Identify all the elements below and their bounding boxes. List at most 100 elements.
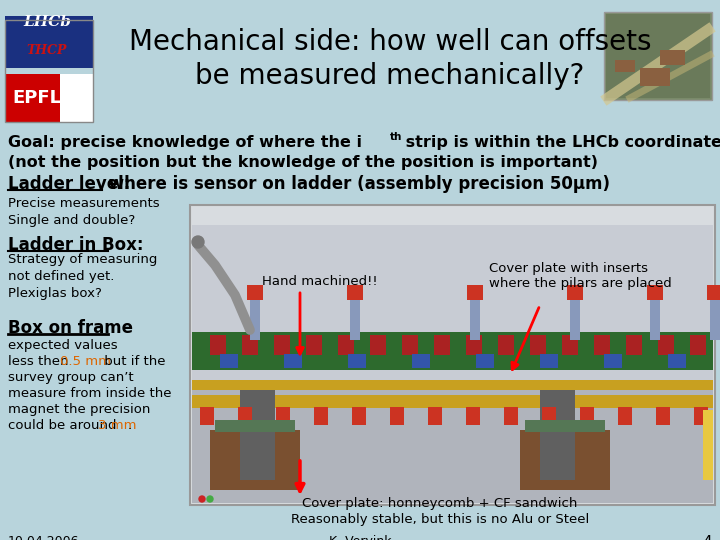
Bar (350, 295, 360, 340)
Text: Cover plate: honneycomb + CF sandwich: Cover plate: honneycomb + CF sandwich (302, 497, 577, 510)
Bar (626, 335, 642, 355)
Text: measure from inside the: measure from inside the (8, 387, 171, 400)
Bar (390, 407, 404, 425)
Bar (274, 335, 290, 355)
Bar (562, 335, 578, 355)
Bar (60, 74, 93, 122)
Bar (540, 390, 575, 480)
Text: .: . (128, 419, 132, 432)
Bar (200, 407, 214, 425)
Bar (5, 20, 93, 122)
Text: Strategy of measuring: Strategy of measuring (8, 253, 158, 266)
Circle shape (199, 496, 205, 502)
Bar (467, 285, 483, 300)
Bar (604, 12, 712, 100)
Bar (192, 225, 713, 385)
Text: THCP: THCP (27, 44, 67, 57)
Circle shape (207, 496, 213, 502)
Circle shape (192, 236, 204, 248)
Bar (618, 407, 632, 425)
Bar (240, 390, 275, 480)
Text: magnet the precision: magnet the precision (8, 403, 150, 416)
Text: but if the: but if the (100, 355, 166, 368)
Text: survey group can’t: survey group can’t (8, 371, 134, 384)
Text: Cover plate with inserts
where the pilars are placed: Cover plate with inserts where the pilar… (489, 262, 671, 290)
Bar (668, 354, 686, 368)
Text: where is sensor on ladder (assembly precision 50μm): where is sensor on ladder (assembly prec… (103, 175, 610, 193)
Bar (284, 354, 302, 368)
Bar (470, 295, 480, 340)
Text: Reasonably stable, but this is no Alu or Steel: Reasonably stable, but this is no Alu or… (291, 513, 589, 526)
Bar (190, 205, 715, 505)
Text: Ladder in Box:: Ladder in Box: (8, 236, 143, 254)
Text: Box on frame: Box on frame (8, 319, 133, 337)
Bar (402, 335, 418, 355)
Bar (314, 407, 328, 425)
Text: not defined yet.: not defined yet. (8, 270, 114, 283)
Bar (192, 395, 713, 405)
Bar (5, 16, 93, 68)
Text: 3 mm: 3 mm (98, 419, 137, 432)
Text: Ladder level:: Ladder level: (8, 175, 130, 193)
Bar (542, 407, 556, 425)
Bar (647, 285, 663, 300)
Text: (not the position but the knowledge of the position is important): (not the position but the knowledge of t… (8, 155, 598, 170)
Bar (604, 354, 622, 368)
Bar (242, 335, 258, 355)
Bar (428, 407, 442, 425)
Text: 0.5 mm: 0.5 mm (60, 355, 111, 368)
Bar (498, 335, 514, 355)
Bar (640, 68, 670, 86)
Bar (348, 354, 366, 368)
Text: Plexiglas box?: Plexiglas box? (8, 287, 102, 300)
Text: Hand machined!!: Hand machined!! (262, 275, 378, 288)
Bar (5, 74, 93, 122)
Text: LHCb: LHCb (23, 15, 71, 29)
Bar (466, 335, 482, 355)
Text: 4: 4 (703, 535, 712, 540)
Text: K. Vervink: K. Vervink (329, 535, 391, 540)
Bar (504, 407, 518, 425)
Text: expected values: expected values (8, 339, 117, 352)
Text: Single and double?: Single and double? (8, 214, 135, 227)
Bar (606, 14, 710, 98)
Bar (276, 407, 290, 425)
Bar (540, 354, 558, 368)
Bar (215, 420, 295, 432)
Text: EPFL: EPFL (12, 89, 61, 107)
Bar (650, 295, 660, 340)
Bar (570, 295, 580, 340)
Bar (192, 383, 713, 503)
Bar (658, 335, 674, 355)
Bar (192, 400, 713, 408)
Bar (694, 407, 708, 425)
Bar (352, 407, 366, 425)
Bar (247, 285, 263, 300)
Text: strip is within the LHCb coordinates: strip is within the LHCb coordinates (400, 135, 720, 150)
Bar (707, 285, 720, 300)
Bar (656, 407, 670, 425)
Bar (370, 335, 386, 355)
Bar (690, 335, 706, 355)
Bar (210, 430, 300, 490)
Bar (567, 285, 583, 300)
Bar (306, 335, 322, 355)
Text: Goal: precise knowledge of where the i: Goal: precise knowledge of where the i (8, 135, 362, 150)
Bar (466, 407, 480, 425)
Text: 10.04.2006: 10.04.2006 (8, 535, 79, 540)
Text: th: th (390, 132, 402, 142)
Bar (238, 407, 252, 425)
Bar (412, 354, 430, 368)
Bar (710, 295, 720, 340)
Bar (703, 410, 713, 480)
Bar (250, 295, 260, 340)
Bar (525, 420, 605, 432)
Bar (660, 50, 685, 65)
Text: less then: less then (8, 355, 73, 368)
Bar (192, 380, 713, 390)
Text: be measured mechanically?: be measured mechanically? (195, 62, 585, 90)
Bar (580, 407, 594, 425)
Bar (530, 335, 546, 355)
Bar (594, 335, 610, 355)
Bar (347, 285, 363, 300)
